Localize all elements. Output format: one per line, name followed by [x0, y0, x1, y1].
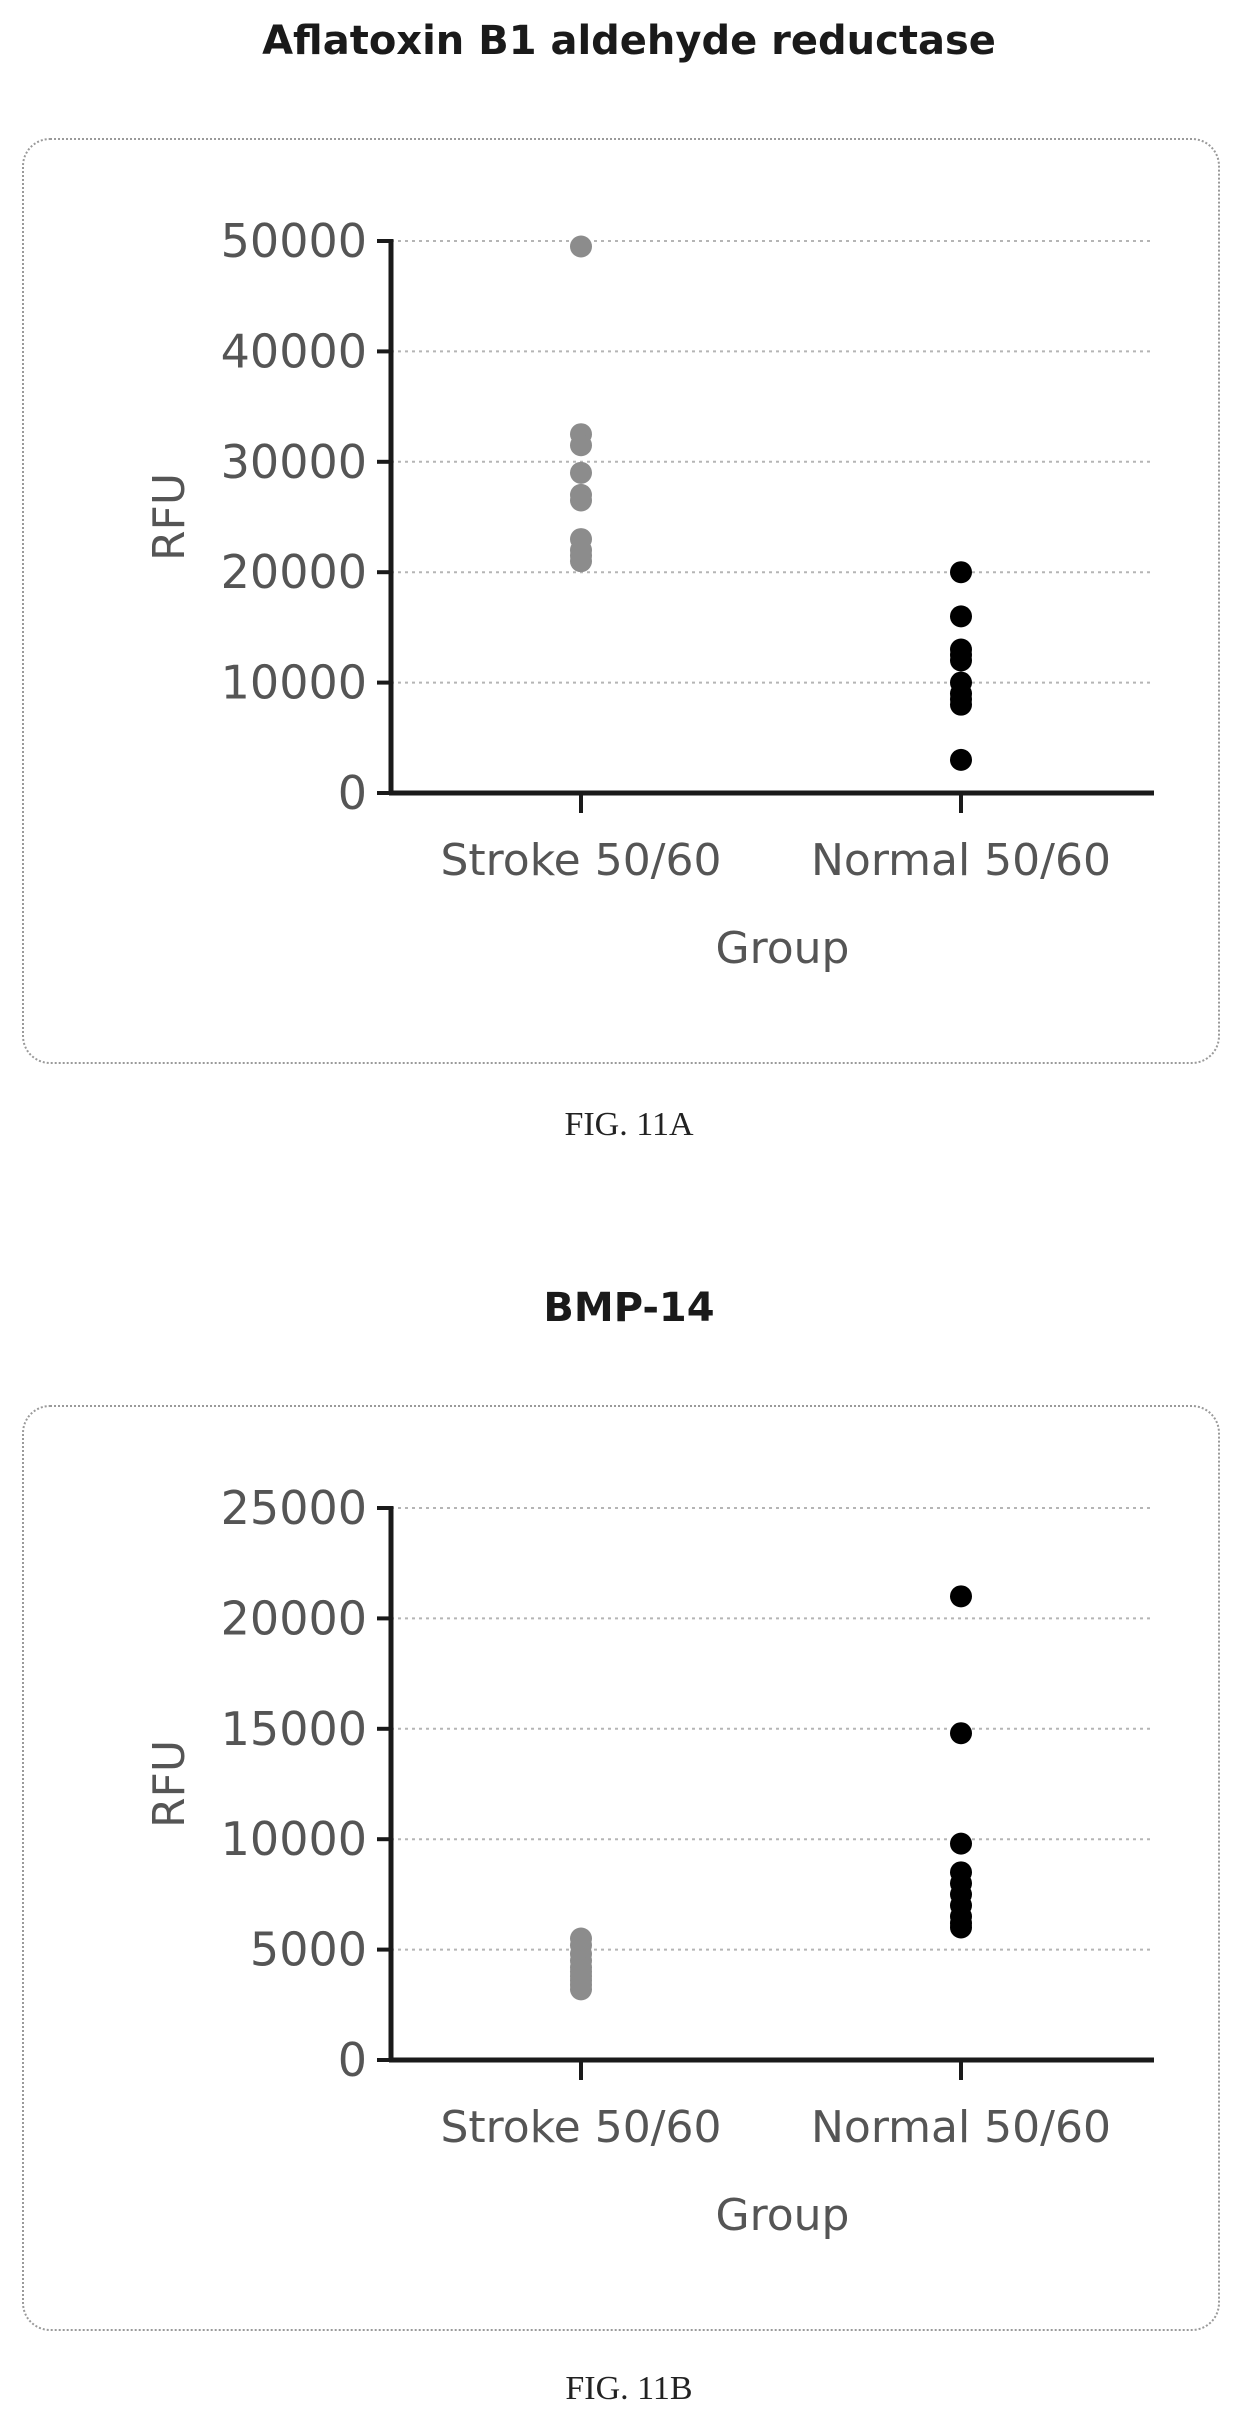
y-tick-label: 50000: [221, 214, 367, 268]
x-axis-label: Group: [716, 923, 850, 974]
data-point: [950, 1832, 972, 1855]
data-point: [570, 550, 592, 573]
scatter-chart-b: 0 5000 10000 15000 20000 25000 Stroke 50/60 Nor…: [144, 1481, 1154, 2241]
y-tick-label: 10000: [221, 656, 367, 710]
x-tick-label: Normal 50/60: [811, 835, 1111, 886]
chart-panel-a: 0 10000 20000 30000 40000 50000 Stroke 50/60 No…: [22, 138, 1220, 1064]
data-point: [950, 649, 972, 672]
data-point: [570, 1978, 592, 2001]
y-tick-label: 25000: [221, 1481, 367, 1535]
y-tick-label: 20000: [221, 1591, 367, 1645]
data-point: [950, 605, 972, 628]
y-axis-label: RFU: [144, 473, 195, 561]
y-tick-label: 20000: [221, 545, 367, 599]
y-tick-label: 15000: [221, 1702, 367, 1756]
data-point: [570, 434, 592, 457]
data-point: [950, 561, 972, 584]
data-point: [950, 1916, 972, 1939]
x-axis-label: Group: [716, 2190, 850, 2241]
y-tick-label: 0: [338, 2033, 367, 2087]
figure-caption-a: FIG. 11A: [564, 1106, 694, 1143]
y-tick-label: 30000: [221, 435, 367, 489]
x-tick-label: Normal 50/60: [811, 2102, 1111, 2153]
y-tick-label: 40000: [221, 324, 367, 378]
data-point: [950, 693, 972, 716]
data-point: [950, 1585, 972, 1608]
data-point: [950, 1722, 972, 1745]
chart-panel-b: 0 5000 10000 15000 20000 25000 Stroke 50/60 Nor…: [22, 1405, 1220, 2331]
scatter-chart-a: 0 10000 20000 30000 40000 50000 Stroke 50/60 No…: [144, 214, 1154, 974]
y-tick-label: 5000: [250, 1923, 367, 1977]
data-point: [950, 748, 972, 771]
x-tick-label: Stroke 50/60: [441, 2102, 722, 2153]
y-axis-label: RFU: [144, 1740, 195, 1828]
data-point: [570, 489, 592, 512]
chart-title-a: Aflatoxin B1 aldehyde reductase: [262, 18, 996, 64]
chart-title-b: BMP-14: [543, 1285, 715, 1331]
figure-caption-b: FIG. 11B: [565, 2370, 693, 2407]
data-point: [570, 461, 592, 484]
y-tick-label: 10000: [221, 1812, 367, 1866]
x-tick-label: Stroke 50/60: [441, 835, 722, 886]
data-point: [570, 235, 592, 258]
y-tick-label: 0: [338, 766, 367, 820]
